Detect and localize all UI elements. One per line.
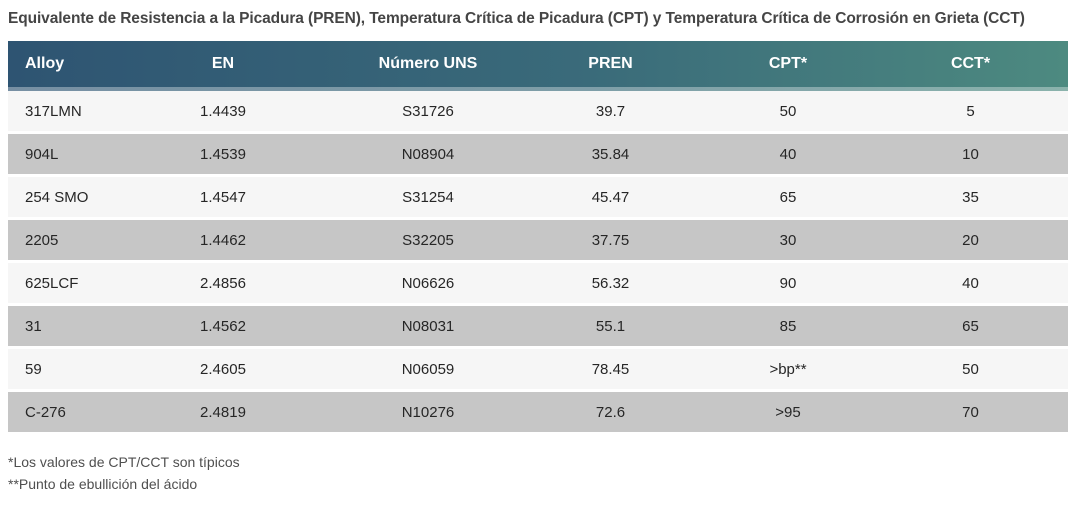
cell-cct: 5	[966, 102, 975, 120]
cell-en: 1.4439	[200, 102, 246, 120]
cell-cct: 35	[962, 188, 979, 206]
column-header-uns: Número UNS	[378, 55, 478, 72]
cell-pren: 78.45	[591, 360, 630, 378]
table-row: 317LMN 1.4439 S31726 39.7 50 5	[8, 91, 1068, 131]
cell-en: 1.4539	[200, 145, 246, 163]
data-table: Alloy EN Número UNS PREN CPT* CCT* 317LM…	[8, 41, 1068, 432]
table-row: 31 1.4562 N08031 55.1 85 65	[8, 306, 1068, 346]
cell-en: 1.4562	[200, 317, 246, 335]
column-header-en: EN	[211, 55, 235, 72]
cell-cct: 65	[962, 317, 979, 335]
page-title: Equivalente de Resistencia a la Picadura…	[8, 10, 1025, 27]
table-row: 59 2.4605 N06059 78.45 >bp** 50	[8, 349, 1068, 389]
table-row: 2205 1.4462 S32205 37.75 30 20	[8, 220, 1068, 260]
cell-cct: 10	[962, 145, 979, 163]
cell-cpt: 30	[779, 231, 797, 249]
cell-pren: 56.32	[591, 274, 630, 292]
cell-en: 1.4462	[200, 231, 246, 249]
cell-en: 1.4547	[200, 188, 246, 206]
column-header-alloy: Alloy	[25, 55, 65, 72]
column-header-cpt: CPT*	[768, 55, 808, 72]
column-header-cct: CCT*	[950, 55, 991, 72]
cell-cpt: 85	[779, 317, 797, 335]
cell-alloy: 904L	[25, 145, 59, 163]
cell-pren: 35.84	[591, 145, 630, 163]
footnotes: *Los valores de CPT/CCT son típicos **Pu…	[8, 451, 1066, 495]
cell-cct: 70	[962, 403, 979, 421]
cell-cpt: 50	[779, 102, 797, 120]
cell-cct: 20	[962, 231, 979, 249]
cell-cpt: 90	[779, 274, 797, 292]
cell-cpt: >bp**	[769, 360, 807, 378]
cell-pren: 55.1	[595, 317, 626, 335]
cell-pren: 39.7	[595, 102, 626, 120]
cell-alloy: 254 SMO	[25, 188, 89, 206]
cell-en: 2.4605	[200, 360, 246, 378]
cell-en: 2.4856	[200, 274, 246, 292]
footnote-acid-boiling-point: **Punto de ebullición del ácido	[8, 476, 198, 492]
table-row: C-276 2.4819 N10276 72.6 >95 70	[8, 392, 1068, 432]
cell-cpt: 40	[779, 145, 797, 163]
cell-alloy: 59	[25, 360, 42, 378]
table-row: 904L 1.4539 N08904 35.84 40 10	[8, 134, 1068, 174]
cell-uns: S32205	[402, 231, 454, 249]
cell-uns: N10276	[401, 403, 455, 421]
footnote-cpt-cct-typical: *Los valores de CPT/CCT son típicos	[8, 454, 240, 470]
cell-uns: N08031	[401, 317, 455, 335]
cell-uns: S31726	[402, 102, 454, 120]
table-row: 625LCF 2.4856 N06626 56.32 90 40	[8, 263, 1068, 303]
cell-cpt: 65	[779, 188, 797, 206]
cell-uns: S31254	[402, 188, 454, 206]
table-header-row: Alloy EN Número UNS PREN CPT* CCT*	[8, 41, 1068, 91]
cell-pren: 45.47	[591, 188, 630, 206]
cell-uns: N06626	[401, 274, 455, 292]
table-row: 254 SMO 1.4547 S31254 45.47 65 35	[8, 177, 1068, 217]
cell-alloy: 31	[25, 317, 42, 335]
cell-alloy: 625LCF	[25, 274, 79, 292]
cell-alloy: 317LMN	[25, 102, 82, 120]
cell-pren: 72.6	[595, 403, 626, 421]
cell-alloy: 2205	[25, 231, 59, 249]
cell-cct: 50	[962, 360, 979, 378]
cell-cct: 40	[962, 274, 979, 292]
cell-alloy: C-276	[25, 403, 66, 421]
cell-en: 2.4819	[200, 403, 246, 421]
cell-uns: N08904	[401, 145, 455, 163]
cell-uns: N06059	[401, 360, 455, 378]
page: Equivalente de Resistencia a la Picadura…	[8, 10, 1068, 495]
column-header-pren: PREN	[588, 55, 633, 72]
table-body: 317LMN 1.4439 S31726 39.7 50 5 904L 1.4539 N0890…	[8, 91, 1068, 432]
cell-cpt: >95	[775, 403, 801, 421]
cell-pren: 37.75	[591, 231, 630, 249]
